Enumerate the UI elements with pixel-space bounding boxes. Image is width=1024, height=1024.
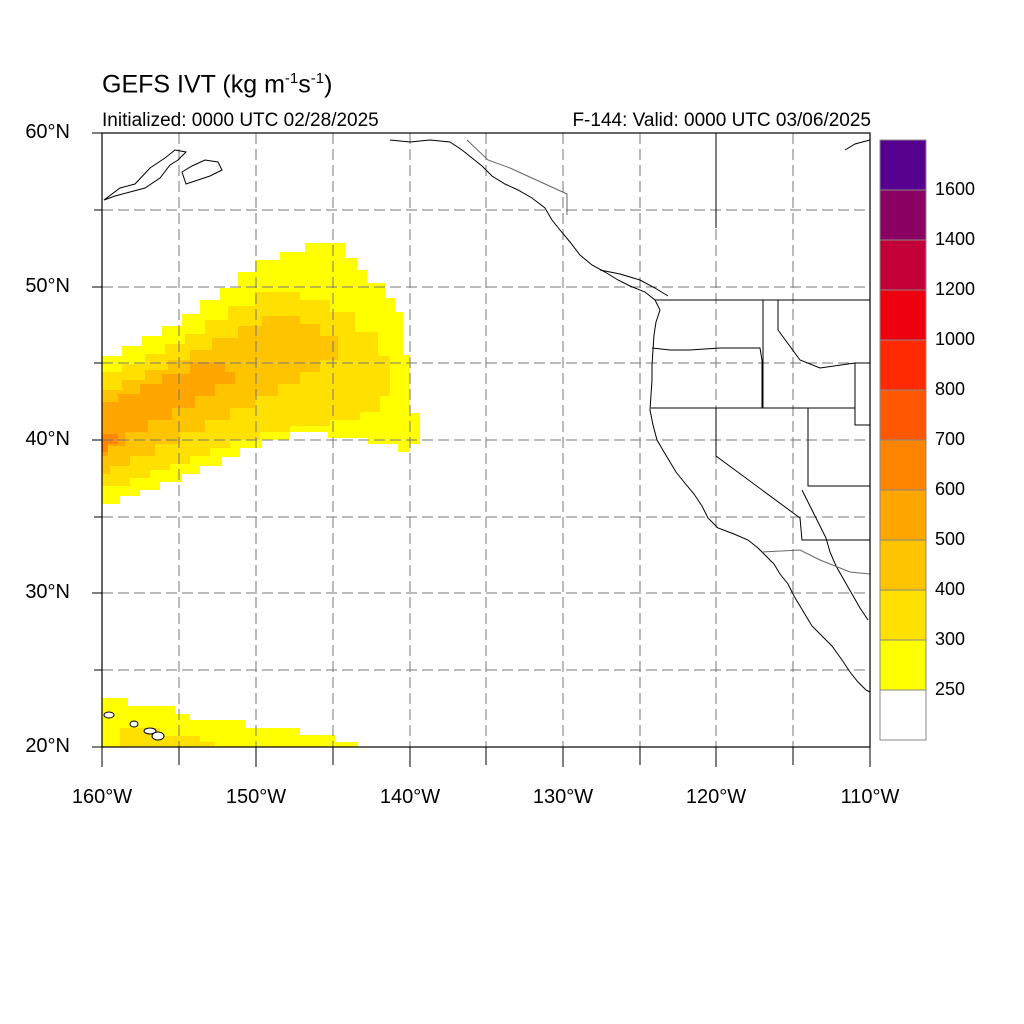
gridlines	[102, 133, 870, 747]
lon-label-140w: 140°W	[379, 786, 441, 808]
colorbar	[879, 139, 927, 741]
lon-label-130w: 130°W	[532, 786, 594, 808]
colorbar-label-1200: 1200	[935, 279, 976, 299]
lon-label-160w: 160°W	[71, 786, 133, 808]
colorbar-box-1200	[879, 289, 927, 341]
lon-label-110w: 110°W	[840, 786, 900, 808]
lat-label-20n: 20°N	[25, 735, 70, 757]
colorbar-label-400: 400	[935, 579, 966, 599]
colorbar-label-250: 250	[935, 679, 966, 699]
colorbar-box-500	[879, 539, 927, 591]
colorbar-box-250	[879, 689, 927, 741]
colorbar-label-500: 500	[935, 529, 966, 549]
lon-label-120w: 120°W	[685, 786, 747, 808]
colorbar-label-1600: 1600	[935, 179, 976, 199]
colorbar-label-700: 700	[935, 429, 966, 449]
valid-time: F-144: Valid: 0000 UTC 03/06/2025	[572, 110, 871, 131]
colorbar-box-300	[879, 639, 927, 691]
lon-label-150w: 150°W	[225, 786, 287, 808]
colorbar-label-800: 800	[935, 379, 966, 399]
colorbar-label-600: 600	[935, 479, 966, 499]
colorbar-box-1600plus	[879, 139, 927, 191]
ivt-atmospheric-river	[102, 243, 420, 504]
political-boundaries	[651, 133, 870, 541]
coastlines	[103, 139, 871, 693]
colorbar-box-400	[879, 589, 927, 641]
colorbar-box-800	[879, 389, 927, 441]
colorbar-box-1400	[879, 239, 927, 291]
lat-label-50n: 50°N	[25, 275, 70, 297]
initialized-time: Initialized: 0000 UTC 02/28/2025	[102, 110, 379, 131]
colorbar-label-1000: 1000	[935, 329, 976, 349]
colorbar-label-1400: 1400	[935, 229, 976, 249]
ivt-hawaii-region	[102, 698, 358, 747]
lat-label-40n: 40°N	[25, 428, 70, 450]
chart-title: GEFS IVT (kg m-1s-1)	[102, 70, 333, 99]
lat-label-30n: 30°N	[25, 581, 70, 603]
colorbar-label-300: 300	[935, 629, 966, 649]
colorbar-box-1000	[879, 339, 927, 391]
colorbar-box-700	[879, 439, 927, 491]
lat-label-60n: 60°N	[25, 121, 70, 143]
colorbar-box-1600	[879, 189, 927, 241]
tick-marks	[92, 132, 871, 767]
hawaiian-islands	[103, 711, 165, 741]
international-border	[466, 139, 871, 575]
colorbar-box-600	[879, 489, 927, 541]
